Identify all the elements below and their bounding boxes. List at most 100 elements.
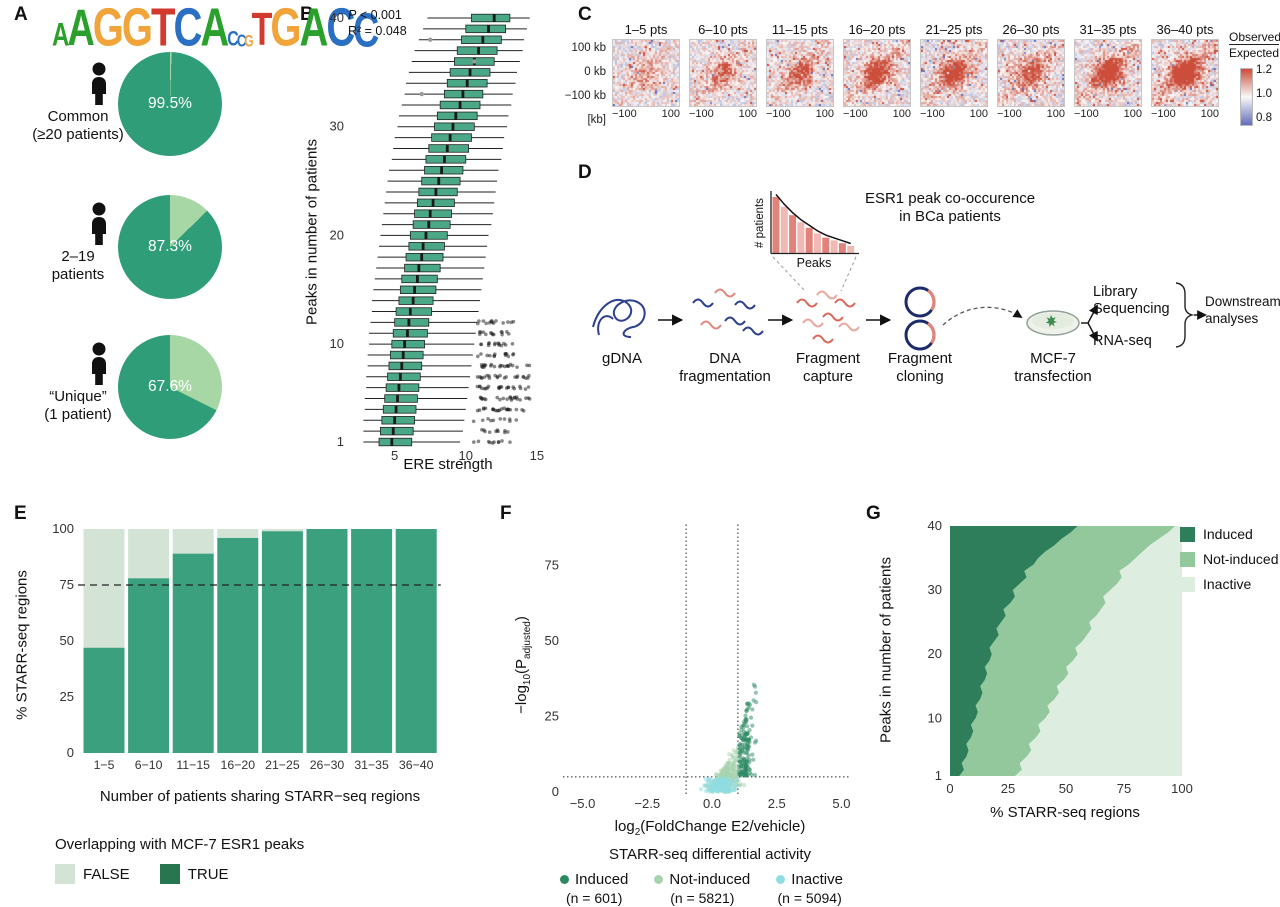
e-legend-label-false: FALSE — [83, 865, 130, 883]
heatmap-canvas — [920, 39, 988, 107]
heatmap-canvas — [766, 39, 834, 107]
c-y-tick-100kb: 100 kb — [571, 42, 606, 54]
svg-text:−5.0: −5.0 — [570, 796, 596, 811]
svg-text:30: 30 — [928, 582, 942, 597]
d-stage-mcf7-2: transfection — [1014, 368, 1092, 385]
g-legend: Induced Not-induced Inactive — [1180, 526, 1279, 601]
svg-text:0.0: 0.0 — [703, 796, 721, 811]
person-icon — [92, 62, 106, 105]
svg-text:100: 100 — [52, 521, 74, 536]
f-legend-notinduced: Not-induced (n = 5821) — [654, 871, 750, 906]
svg-text:15: 15 — [530, 448, 544, 463]
panel-label-g: G — [866, 503, 881, 524]
svg-text:2.5: 2.5 — [768, 796, 786, 811]
svg-text:5.0: 5.0 — [832, 796, 850, 811]
svg-text:30: 30 — [330, 119, 344, 134]
f-legend-dot-induced — [560, 875, 569, 884]
svg-text:40: 40 — [928, 518, 942, 533]
stacked-bar-chart: 0 25 50 75 100 1−5 6−10 11−15 16−20 21−25 26−30 31−… — [52, 521, 441, 772]
f-legend: Induced (n = 601) Not-induced (n = 5821)… — [560, 871, 843, 906]
g-y-axis-label: Peaks in number of patients — [877, 557, 895, 743]
heatmap-panel: 6–10 pts −100 100 — [689, 22, 757, 120]
pie-chart-common: 99.5% — [118, 52, 222, 156]
svg-text:25: 25 — [1001, 781, 1015, 796]
svg-text:1−5: 1−5 — [94, 758, 115, 772]
d-inset-title-line2: in BCa patients — [899, 208, 1001, 225]
e-y-axis-label: % STARR-seq regions — [13, 570, 31, 720]
heatmap-panel: 21–25 pts −100 100 — [920, 22, 988, 120]
d-output-library: Library — [1093, 284, 1138, 300]
svg-text:75: 75 — [545, 557, 559, 572]
pie-group-label: “Unique” — [49, 388, 107, 405]
f-legend-title: STARR-seq differential activity — [608, 846, 812, 863]
svg-text:11−15: 11−15 — [176, 758, 210, 772]
c-y-tick-m100kb: −100 kb — [564, 90, 606, 102]
e-legend-swatch-true — [159, 864, 180, 884]
c-x-unit: [kb] — [587, 114, 606, 126]
colorbar-title-observed: Observed — [1229, 30, 1280, 45]
d-stage-gdna: gDNA — [601, 350, 642, 367]
pie-value: 87.3% — [148, 238, 192, 255]
pie-group-sublabel: (1 patient) — [44, 406, 112, 423]
panel-label-e: E — [14, 503, 27, 524]
d-output-rnaseq: RNA-seq — [1093, 333, 1152, 349]
d-inset-title-line1: ESR1 peak co-occurence — [864, 190, 1036, 207]
g-legend-induced: Induced — [1180, 526, 1279, 542]
svg-text:1: 1 — [935, 768, 942, 783]
workflow-diagram — [592, 191, 1207, 351]
pie-chart-2-19: 87.3% — [118, 195, 222, 299]
svg-text:1: 1 — [337, 434, 344, 449]
g-legend-notinduced: Not-induced — [1180, 551, 1279, 567]
pie-value: 67.6% — [148, 378, 192, 395]
svg-text:16−20: 16−20 — [221, 758, 256, 772]
e-legend-swatch-false — [55, 864, 75, 884]
svg-text:50: 50 — [545, 633, 559, 648]
svg-text:26−30: 26−30 — [310, 758, 345, 772]
panel-label-f: F — [500, 503, 512, 524]
stacked-area-chart: 1 10 20 30 40 0 25 50 75 100 — [928, 518, 1193, 796]
d-stage-capture-1: Fragment — [795, 350, 861, 367]
colorbar-tick-low: 0.8 — [1256, 112, 1272, 124]
panel-label-c: C — [578, 4, 592, 25]
svg-text:40: 40 — [330, 10, 344, 25]
svg-text:5: 5 — [391, 448, 398, 463]
d-inset-y-label: # patients — [754, 198, 766, 248]
f-legend-dot-notinduced — [654, 875, 664, 884]
colorbar-title-expected: Expected — [1229, 46, 1280, 60]
e-legend: FALSE TRUE — [55, 864, 229, 884]
boxplot-chart: 1 10 20 30 40 5 10 15 — [330, 10, 545, 463]
g-x-axis-label: % STARR-seq regions — [990, 804, 1140, 821]
b-r2-annotation: R² = 0.048 — [348, 24, 407, 38]
c-y-tick-0kb: 0 kb — [584, 66, 606, 78]
heatmap-canvas — [843, 39, 911, 107]
svg-text:25: 25 — [545, 708, 559, 723]
svg-text:20: 20 — [330, 227, 344, 242]
svg-text:0: 0 — [946, 781, 953, 796]
svg-text:−2.5: −2.5 — [634, 796, 660, 811]
d-stage-fragmentation-1: DNA — [709, 350, 741, 367]
person-icon — [92, 202, 106, 245]
svg-text:6−10: 6−10 — [135, 758, 163, 772]
f-legend-inactive: Inactive (n = 5094) — [776, 871, 843, 906]
pie-group-sublabel: (≥20 patients) — [32, 126, 124, 143]
f-legend-induced: Induced (n = 601) — [560, 871, 628, 906]
svg-text:0: 0 — [67, 745, 74, 760]
svg-text:75: 75 — [1117, 781, 1131, 796]
pie-group-label: Common — [47, 108, 109, 125]
svg-text:100: 100 — [1171, 781, 1193, 796]
svg-text:36−40: 36−40 — [399, 758, 434, 772]
d-stage-cloning-1: Fragment — [887, 350, 953, 367]
svg-text:21−25: 21−25 — [265, 758, 300, 772]
e-x-axis-label: Number of patients sharing STARR−seq reg… — [99, 788, 421, 805]
e-legend-label-true: TRUE — [187, 865, 229, 883]
panel-label-a: A — [14, 4, 28, 25]
svg-text:0: 0 — [552, 784, 559, 799]
person-icon — [92, 342, 106, 385]
volcano-plot: 0 25 50 75 −5.0 −2.5 0.0 2.5 5.0 — [545, 524, 851, 811]
colorbar-gradient — [1240, 68, 1253, 126]
svg-text:10: 10 — [928, 710, 942, 725]
f-x-axis-label: log2(FoldChange E2/vehicle) — [614, 818, 806, 838]
heatmap-panel: 11–15 pts −100 100 — [766, 22, 834, 120]
d-output-sequencing: Sequencing — [1093, 301, 1170, 317]
